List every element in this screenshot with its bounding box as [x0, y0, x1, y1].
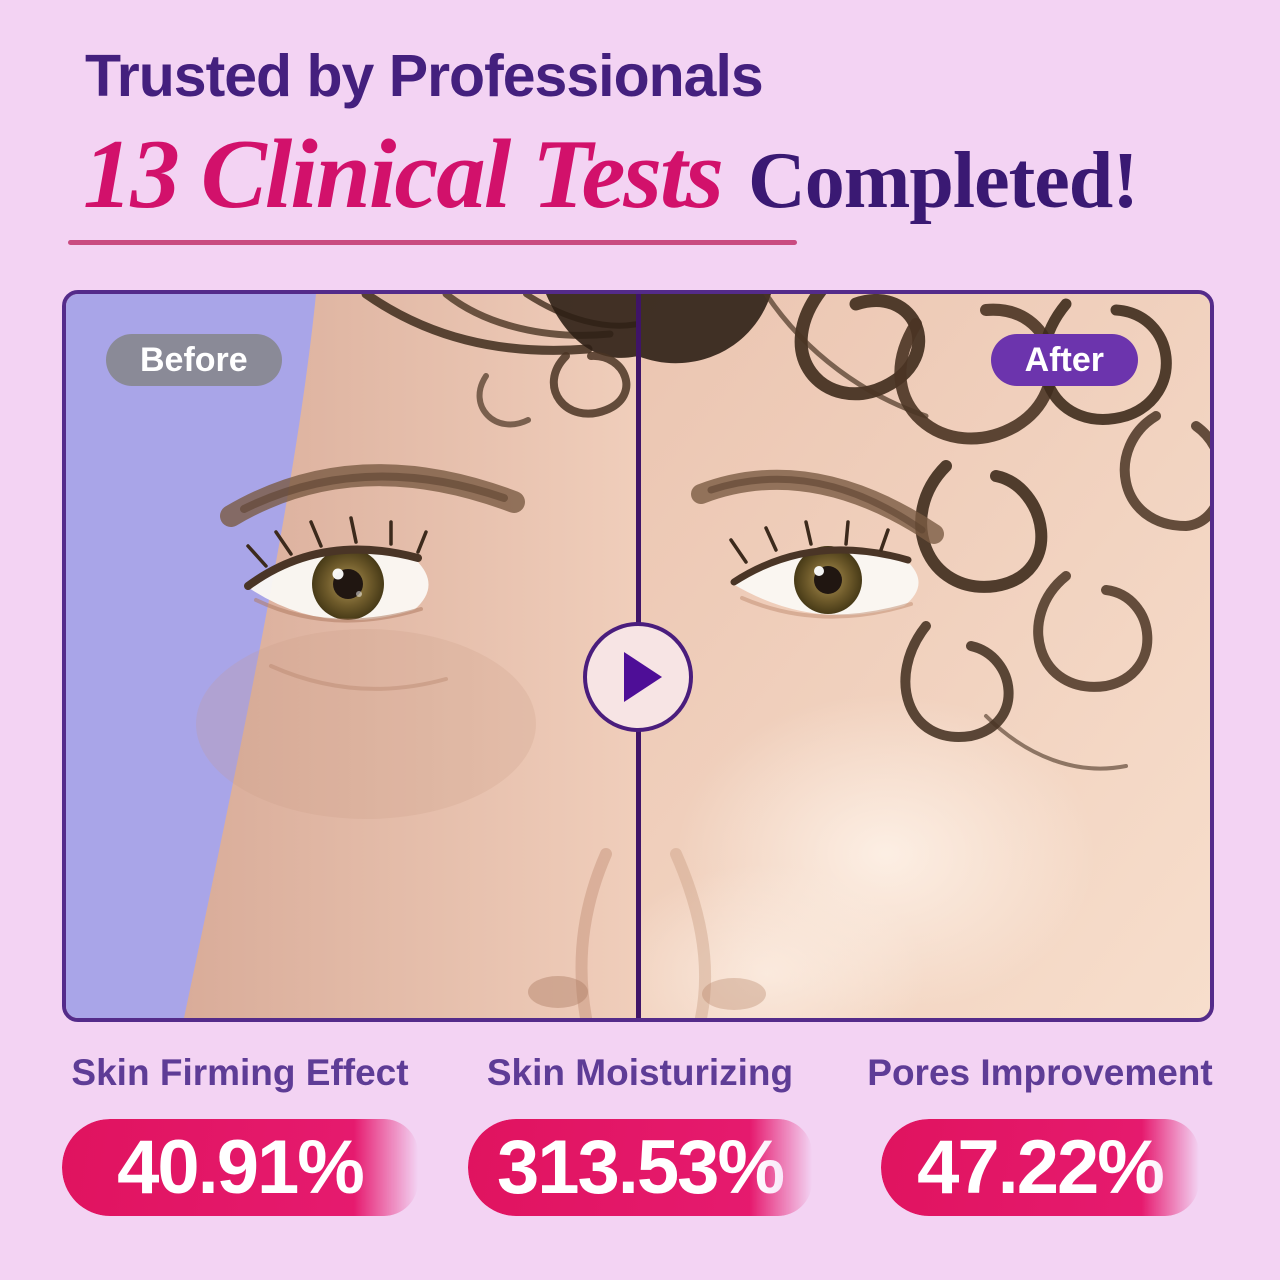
- headline: 13 Clinical Tests Completed!: [83, 118, 1139, 231]
- play-button[interactable]: [583, 622, 693, 732]
- stat-value: 40.91%: [117, 1125, 365, 1210]
- before-badge: Before: [106, 334, 282, 386]
- stat-value-pill: 47.22%: [881, 1119, 1199, 1216]
- stat-skin-firming: Skin Firming Effect 40.91%: [40, 1052, 440, 1216]
- play-icon: [624, 652, 662, 702]
- stat-value-pill: 313.53%: [468, 1119, 812, 1216]
- stat-skin-moisturizing: Skin Moisturizing 313.53%: [440, 1052, 840, 1216]
- headline-tail: Completed!: [747, 137, 1139, 225]
- stat-label: Pores Improvement: [867, 1052, 1213, 1093]
- stat-label: Skin Moisturizing: [486, 1052, 794, 1093]
- clinical-stats: Skin Firming Effect 40.91% Skin Moisturi…: [40, 1052, 1240, 1216]
- before-after-photo: Before After: [62, 290, 1214, 1022]
- tagline-text: Trusted by Professionals: [85, 43, 764, 109]
- stat-value: 313.53%: [496, 1125, 785, 1210]
- face-photo-illustration: [66, 294, 1210, 1018]
- stat-value-pill: 40.91%: [62, 1119, 418, 1216]
- headline-highlight: 13 Clinical Tests: [83, 120, 724, 229]
- stat-value: 47.22%: [917, 1125, 1165, 1210]
- headline-underline: [68, 240, 797, 245]
- stat-pores-improvement: Pores Improvement 47.22%: [840, 1052, 1240, 1216]
- stat-label: Skin Firming Effect: [71, 1052, 409, 1093]
- after-badge: After: [990, 334, 1138, 386]
